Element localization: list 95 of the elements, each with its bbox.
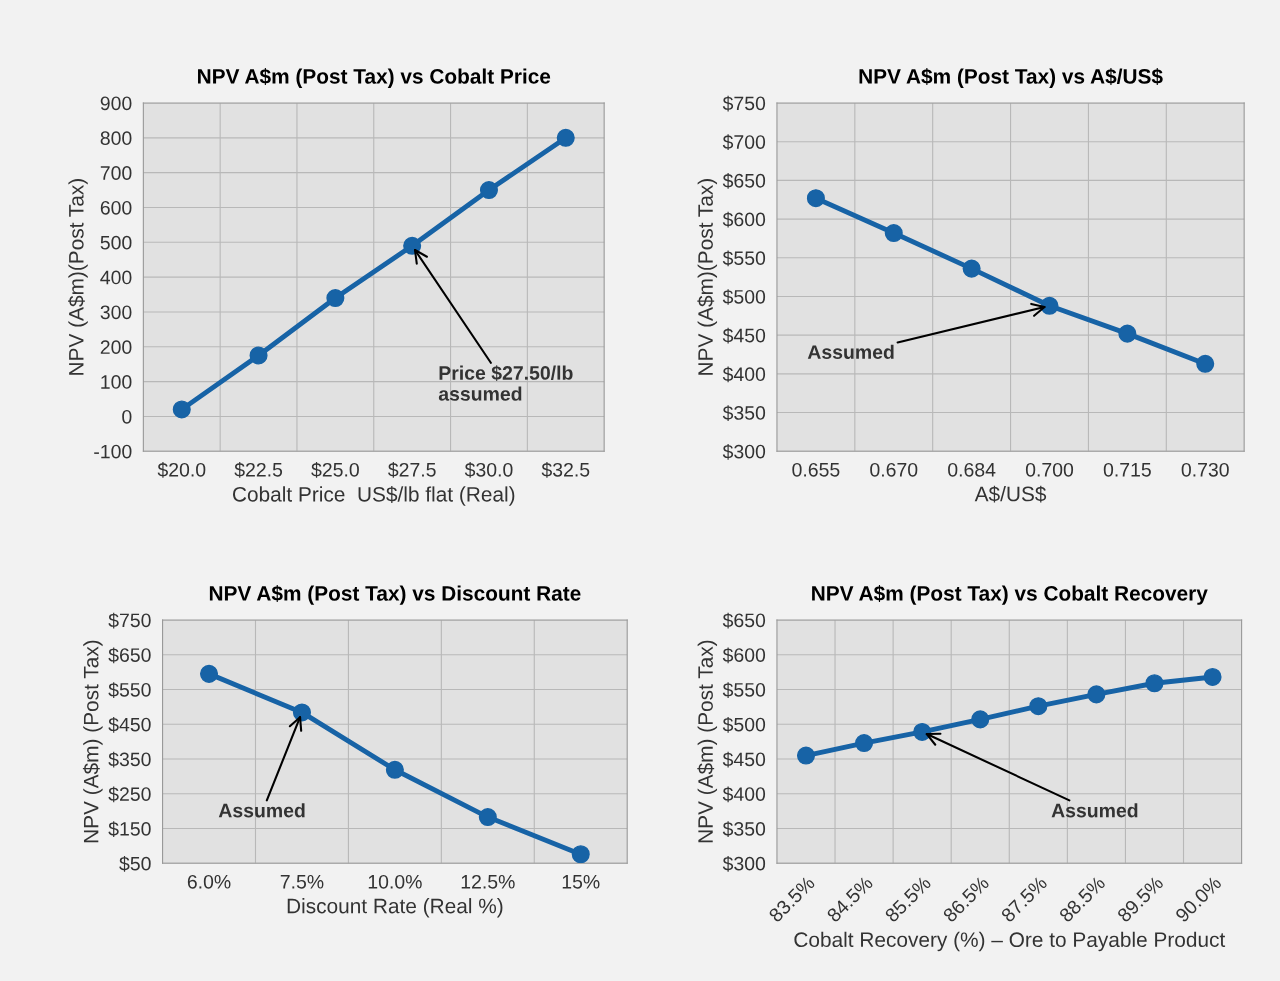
x-tick-label: $27.5 xyxy=(388,462,436,478)
x-axis-title: Cobalt Recovery (%) – Ore to Payable Product xyxy=(794,931,1226,952)
y-tick-label: $150 xyxy=(108,821,151,837)
y-tick-label: $350 xyxy=(722,821,766,837)
y-axis-title: NPV (A$m) (Post Tax) xyxy=(82,640,103,843)
point xyxy=(855,733,874,753)
y-tick-label: 800 xyxy=(100,131,132,146)
y-tick-label: $300 xyxy=(722,443,766,460)
point xyxy=(479,181,498,200)
y-tick-label: 200 xyxy=(100,340,132,355)
point xyxy=(172,400,191,419)
x-axis-title: Cobalt Price US$/lb flat (Real) xyxy=(232,486,515,506)
point xyxy=(556,128,575,147)
x-tick-label: $22.5 xyxy=(234,462,283,478)
x-tick-label: 7.5% xyxy=(280,874,324,889)
x-tick-label: 0.700 xyxy=(1025,462,1074,477)
y-tick-label: $250 xyxy=(108,786,151,803)
point xyxy=(913,722,932,741)
y-tick-label: $550 xyxy=(722,682,766,698)
point xyxy=(971,710,990,729)
y-axis-title: NPV (A$m)(Post Tax) xyxy=(697,179,718,375)
point xyxy=(199,664,219,683)
y-tick-label: 400 xyxy=(100,270,132,285)
chart-title: NPV A$m (Post Tax) vs Cobalt Recovery xyxy=(812,585,1208,605)
point xyxy=(1118,324,1137,343)
point xyxy=(1087,685,1106,704)
x-tick-label: $32.5 xyxy=(541,462,590,478)
y-tick-label: $700 xyxy=(722,134,766,151)
y-tick-label: $600 xyxy=(722,647,766,664)
x-tick-label: 0.655 xyxy=(792,462,840,477)
y-tick-label: $500 xyxy=(722,716,766,733)
point xyxy=(1196,354,1215,373)
y-tick-label: 500 xyxy=(100,235,132,250)
point xyxy=(1029,697,1048,716)
annotation: Assumed xyxy=(1051,803,1138,818)
point xyxy=(326,288,345,308)
y-tick-label: $600 xyxy=(722,211,766,228)
y-tick-label: $650 xyxy=(722,173,766,189)
x-tick-label: 12.5% xyxy=(461,874,515,889)
y-tick-label: $450 xyxy=(722,751,766,768)
x-tick-label: 0.730 xyxy=(1181,462,1229,477)
point xyxy=(249,346,268,365)
point xyxy=(806,189,825,208)
y-axis-title: NPV (A$m) (Post Tax) xyxy=(697,640,718,843)
y-tick-label: $400 xyxy=(722,366,766,383)
y-tick-label: $450 xyxy=(722,327,766,344)
y-tick-label: 700 xyxy=(100,166,132,180)
x-tick-label: 0.670 xyxy=(870,462,918,477)
x-tick-label: 10.0% xyxy=(368,874,422,889)
chart-title: NPV A$m (Post Tax) vs Discount Rate xyxy=(209,585,581,605)
y-tick-label: $500 xyxy=(722,289,766,305)
x-tick-label: 0.684 xyxy=(948,462,996,477)
y-tick-label: 100 xyxy=(101,375,132,389)
y-tick-label: 300 xyxy=(100,305,132,320)
y-tick-label: 0 xyxy=(122,409,132,424)
x-tick-label: $30.0 xyxy=(464,462,513,478)
y-tick-label: $750 xyxy=(108,612,151,629)
x-axis-title: Discount Rate (Real %) xyxy=(287,898,503,918)
y-tick-label: $450 xyxy=(108,716,151,733)
y-tick-label: $650 xyxy=(108,647,151,664)
point xyxy=(571,845,590,864)
point xyxy=(884,223,903,243)
chart-title: NPV A$m (Post Tax) vs Cobalt Price xyxy=(198,68,551,88)
x-axis-title: A$/US$ xyxy=(974,485,1047,503)
annotation: Price $27.50/lb assumed xyxy=(438,365,573,401)
x-tick-label: 6.0% xyxy=(187,874,231,889)
x-tick-label: $20.0 xyxy=(157,462,206,478)
y-tick-label: $550 xyxy=(108,682,151,698)
y-tick-label: $750 xyxy=(722,95,766,112)
y-tick-label: $300 xyxy=(722,855,766,872)
y-tick-label: $550 xyxy=(722,250,766,267)
annotation: Assumed xyxy=(807,344,894,359)
point xyxy=(292,703,311,722)
y-tick-label: $350 xyxy=(108,751,151,768)
point xyxy=(962,259,981,278)
x-tick-label: 0.715 xyxy=(1103,462,1151,477)
point xyxy=(403,236,422,255)
x-tick-label: $25.0 xyxy=(311,462,359,478)
y-tick-label: $50 xyxy=(119,855,151,872)
point xyxy=(478,808,497,827)
point xyxy=(796,746,816,765)
y-tick-label: $400 xyxy=(722,786,766,803)
point xyxy=(1145,674,1164,693)
x-tick-label: 15% xyxy=(562,874,600,889)
chart-title: NPV A$m (Post Tax) vs A$/US$ xyxy=(859,68,1163,88)
y-tick-label: 600 xyxy=(100,200,132,215)
point xyxy=(1203,667,1222,687)
y-tick-label: $350 xyxy=(722,405,766,421)
annotation: Assumed xyxy=(218,803,305,818)
point xyxy=(385,760,404,779)
y-axis-title: NPV (A$m)(Post Tax) xyxy=(68,179,88,375)
y-tick-label: -100 xyxy=(94,444,132,459)
y-tick-label: 900 xyxy=(100,96,132,111)
y-tick-label: $650 xyxy=(722,612,766,629)
point xyxy=(1040,296,1059,315)
